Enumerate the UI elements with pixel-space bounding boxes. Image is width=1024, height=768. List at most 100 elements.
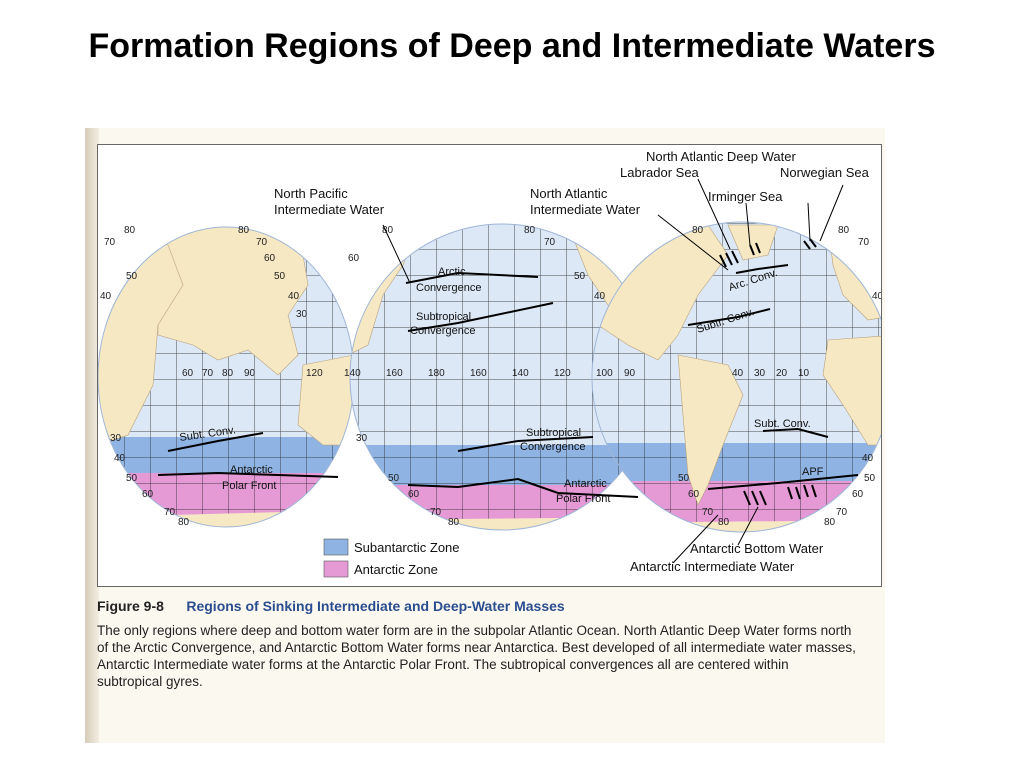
lon-label: 120 (306, 368, 323, 379)
lon-label: 40 (732, 368, 744, 379)
figure-frame: North Atlantic Deep Water Labrador Sea N… (97, 144, 882, 587)
label-irminger-sea: Irminger Sea (708, 189, 783, 204)
lon-label: 70 (202, 368, 214, 379)
label-subtropical-convergence-2: Convergence (410, 325, 475, 337)
apf-line-e (707, 474, 859, 490)
lat-label: 40 (114, 453, 126, 464)
lat-label: 80 (838, 225, 850, 236)
label-antarctic-bottom-water: Antarctic Bottom Water (690, 541, 824, 556)
lon-label: 90 (244, 368, 256, 379)
land-eurasia (157, 227, 309, 376)
lat-label: 50 (274, 271, 286, 282)
lat-label: 60 (142, 489, 154, 500)
label-north-atlantic-2: Intermediate Water (530, 202, 641, 217)
lon-label: 100 (596, 368, 613, 379)
apf-line-c (407, 477, 639, 498)
lat-label: 30 (296, 309, 308, 320)
lon-label: 10 (798, 368, 810, 379)
subt-conv-line-e (762, 427, 829, 438)
lon-label: 30 (754, 368, 766, 379)
legend-swatch-antarctic (323, 560, 349, 578)
latitude-labels: 80 70 50 40 80 70 60 50 40 30 30 40 50 6… (100, 225, 881, 528)
figure-number: Figure 9-8 (97, 598, 164, 614)
label-antarctic-polar-front-c-2: Polar Front (556, 493, 610, 505)
label-antarctic-intermediate-water: Antarctic Intermediate Water (630, 559, 795, 574)
lat-label: 80 (238, 225, 250, 236)
lat-label: 60 (264, 253, 276, 264)
arctic-convergence-line (405, 271, 539, 284)
lat-label: 50 (126, 473, 138, 484)
label-subtropical-convergence-s-2: Convergence (520, 441, 585, 453)
figure-caption: Figure 9-8 Regions of Sinking Intermedia… (97, 598, 877, 690)
label-antarctic-polar-front-w-1: Antarctic (230, 464, 273, 476)
lat-label: 80 (178, 517, 190, 528)
apf-line-w (157, 471, 339, 478)
lat-label: 70 (104, 237, 116, 248)
lat-label: 80 (824, 517, 836, 528)
figure-caption-text: The only regions where deep and bottom w… (97, 623, 856, 689)
lon-label: 160 (386, 368, 403, 379)
front-lines (157, 264, 859, 498)
label-norwegian-sea: Norwegian Sea (780, 165, 870, 180)
legend-label-antarctic: Antarctic Zone (354, 562, 438, 577)
world-map: North Atlantic Deep Water Labrador Sea N… (98, 149, 881, 578)
lat-label: 80 (124, 225, 136, 236)
label-north-atlantic-deep-water: North Atlantic Deep Water (646, 149, 796, 164)
lon-label: 140 (512, 368, 529, 379)
lat-label: 50 (388, 473, 400, 484)
label-north-atlantic-1: North Atlantic (530, 186, 608, 201)
arc-conv-line (735, 264, 789, 274)
lat-label: 70 (858, 237, 870, 248)
lat-label: 70 (164, 507, 176, 518)
label-subtropical-convergence-s-1: Subtropical (526, 427, 581, 439)
lat-label: 60 (688, 489, 700, 500)
figure-title: Regions of Sinking Intermediate and Deep… (186, 598, 565, 614)
lat-label: 40 (288, 291, 300, 302)
lon-label: 120 (554, 368, 571, 379)
lat-label: 50 (574, 271, 586, 282)
legend-swatch-subantarctic (323, 538, 349, 556)
lon-label: 20 (776, 368, 788, 379)
lat-label: 70 (702, 507, 714, 518)
label-labrador-sea: Labrador Sea (620, 165, 700, 180)
legend: Subantarctic Zone Antarctic Zone (323, 538, 460, 578)
lat-label: 70 (836, 507, 848, 518)
lat-label: 70 (430, 507, 442, 518)
lat-label: 40 (872, 291, 881, 302)
callout-leaders (382, 178, 844, 564)
formation-hatch-marks (719, 238, 817, 506)
lat-label: 60 (348, 253, 360, 264)
lat-label: 70 (256, 237, 268, 248)
lat-label: 30 (356, 433, 368, 444)
label-north-pacific-1: North Pacific (274, 186, 348, 201)
lon-label: 60 (182, 368, 194, 379)
label-subt-conv-e: Subt. Conv. (754, 418, 811, 430)
label-subtropical-convergence-1: Subtropical (416, 311, 471, 323)
lon-label: 140 (344, 368, 361, 379)
map-lobe-indian (98, 227, 354, 527)
lon-label: 160 (470, 368, 487, 379)
map-lobe-atlantic (592, 222, 881, 532)
subtropical-convergence-line-s (457, 436, 594, 452)
lat-label: 40 (862, 453, 874, 464)
label-arctic-convergence-2: Convergence (416, 282, 481, 294)
slide-title: Formation Regions of Deep and Intermedia… (88, 27, 936, 65)
lat-label: 80 (718, 517, 730, 528)
lat-label: 60 (852, 489, 864, 500)
lon-label: 90 (624, 368, 636, 379)
page-binding-shadow (85, 128, 99, 743)
lat-label: 80 (524, 225, 536, 236)
lat-label: 70 (544, 237, 556, 248)
lat-label: 60 (408, 489, 420, 500)
lat-label: 80 (382, 225, 394, 236)
longitude-labels: 60 70 80 90 120 140 160 180 160 140 120 … (182, 368, 810, 379)
legend-label-subantarctic: Subantarctic Zone (354, 540, 460, 555)
lat-label: 50 (678, 473, 690, 484)
lat-label: 80 (692, 225, 704, 236)
lat-label: 50 (864, 473, 876, 484)
lat-label: 50 (126, 271, 138, 282)
lat-label: 80 (448, 517, 460, 528)
land-australia (297, 354, 354, 446)
lon-label: 180 (428, 368, 445, 379)
textbook-page: North Atlantic Deep Water Labrador Sea N… (85, 128, 885, 743)
